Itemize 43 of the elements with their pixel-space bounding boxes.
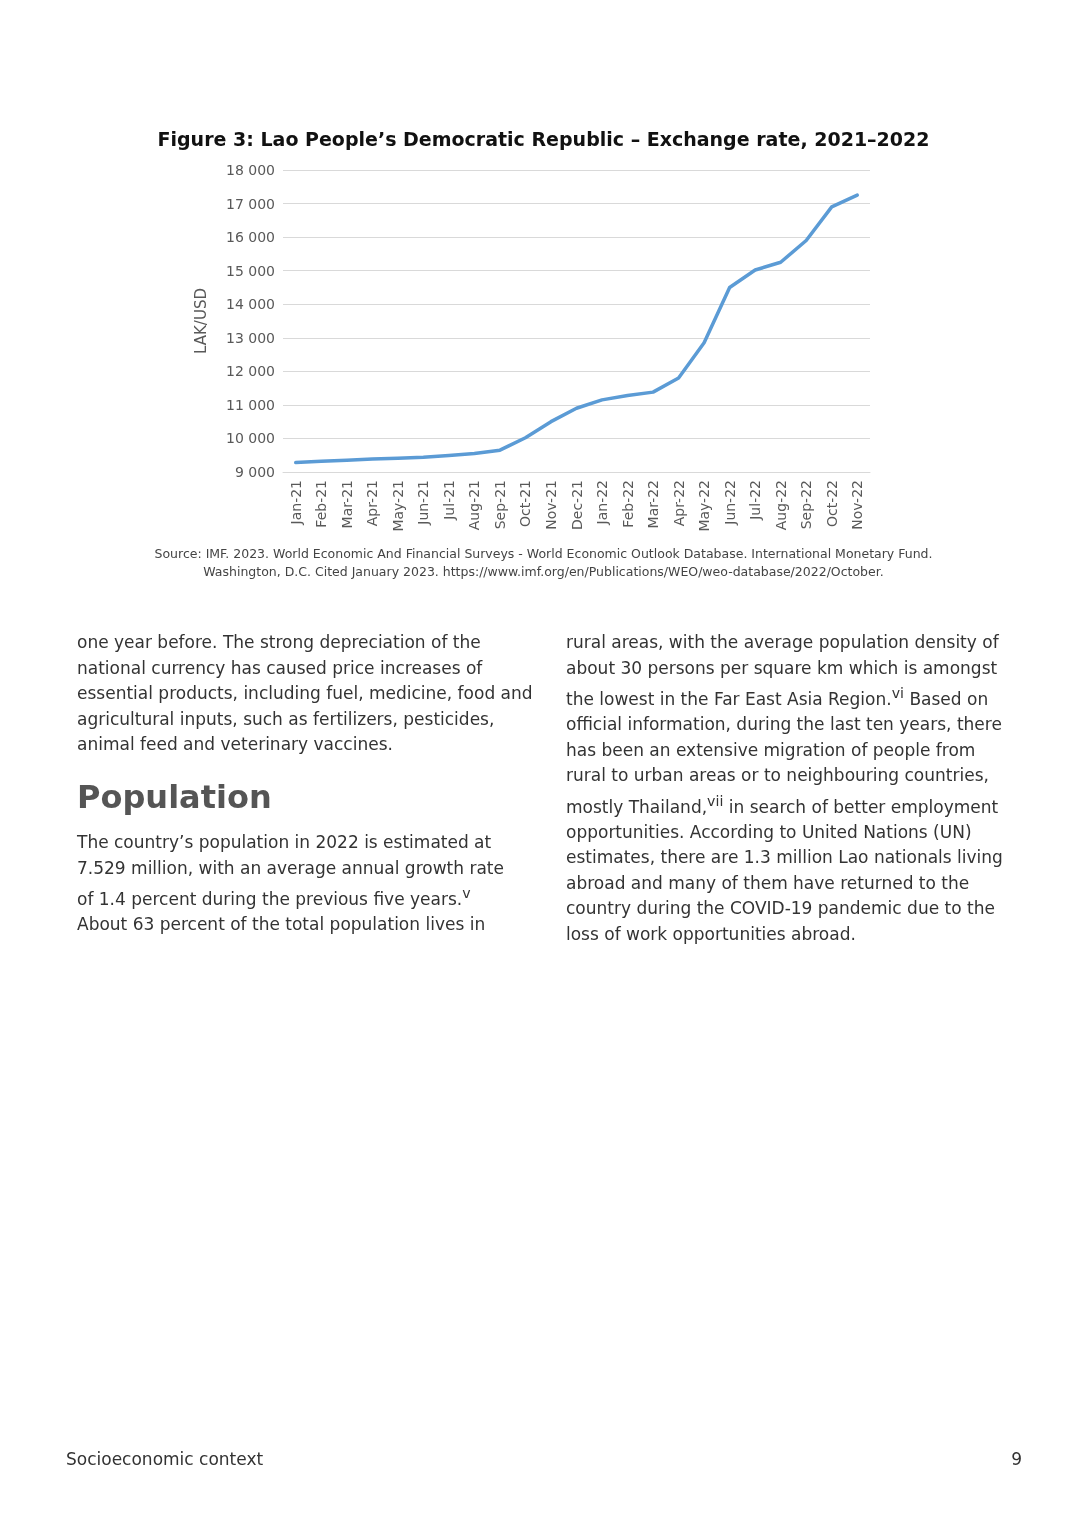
x-tick-label: Feb-22 (619, 480, 636, 528)
y-tick-label: 11 000 (226, 396, 275, 413)
line-series (294, 193, 859, 465)
text: 9 (1010, 1449, 1022, 1469)
x-tick-label: Mar-21 (338, 480, 355, 529)
x-tick-label: Jan-22 (594, 480, 611, 526)
text: Socioeconomic context (66, 1449, 265, 1469)
x-tick-label: Sep-21 (491, 480, 508, 530)
x-tick-label: Feb-21 (313, 480, 330, 528)
x-tick-label: Jul-22 (747, 480, 764, 521)
y-tick-label: 12 000 (226, 363, 275, 380)
x-tick-label: Jun-22 (721, 480, 738, 526)
text: one year before. The strong depreciation of the national currency has caused price increases of essential products, including fuel, medicine, food and agricultural inputs, such as fertilizers, pesticides, animal feed and veterinary vaccines. (77, 631, 534, 756)
x-tick-label: Apr-22 (670, 480, 687, 527)
x-tick-label: Nov-22 (849, 480, 866, 530)
x-tick-label: Aug-22 (772, 480, 789, 531)
y-tick-label: 10 000 (226, 430, 275, 447)
source-note: Source: IMF. 2023. World Economic And Financial Surveys - World Economic Outlook Database. International Monetary Fund. Washington, D.C. Cited January 2023. https://www.imf.org/en/Publications/WEO/weo-database/2022/October. (153, 545, 934, 581)
y-tick-label: 13 000 (226, 329, 275, 346)
x-tick-label: May-22 (696, 480, 713, 532)
y-axis-title: LAK/USD (191, 288, 210, 354)
x-tick-label: Oct-21 (517, 480, 534, 528)
x-tick-label: Jul-21 (440, 480, 457, 521)
y-tick-label: 16 000 (226, 229, 275, 246)
chart-title: Figure 3: Lao People’s Democratic Republic – Exchange rate, 2021–2022 (157, 127, 930, 150)
x-tick-label: Jan-21 (287, 480, 304, 526)
x-tick-label: Aug-21 (466, 480, 483, 531)
x-tick-label: Dec-21 (568, 480, 585, 530)
x-tick-label: May-21 (389, 480, 406, 532)
y-tick-label: 14 000 (226, 296, 275, 313)
x-tick-label: Nov-21 (542, 480, 559, 530)
y-tick-label: 9 000 (234, 464, 275, 480)
y-tick-label: 15 000 (226, 262, 275, 279)
y-tick-label: 17 000 (226, 195, 275, 212)
x-tick-label: Apr-21 (364, 480, 381, 527)
text: Population (77, 778, 273, 816)
x-tick-label: Mar-22 (645, 480, 662, 529)
text: The country’s population in 2022 is estimated at 7.529 million, with an average annual growth rate of 1.4 percent during the previous five years.$^{v}$ About 63 percent of the total population lives in (77, 831, 505, 937)
text: rural areas, with the average population density of about 30 persons per square km which is amongst the lowest in the Far East Asia Region.$^{vi}$ Based on official information, during the last ten years, there has been an extensive migration of people from rural to urban areas or to neighbouring countries, mostly Thailand,$^{vii}$ in search of better employment opportunities. According to United Nations (UN) estimates, there are 1.3 million Lao nationals living abroad and many of them have returned to the country during the COVID-19 pandemic due to the loss of work opportunities abroad. (566, 632, 1003, 944)
y-tick-label: 18 000 (226, 162, 275, 178)
x-tick-label: Oct-22 (823, 480, 840, 528)
x-tick-label: Jun-21 (415, 480, 432, 526)
x-tick-label: Sep-22 (798, 480, 815, 530)
